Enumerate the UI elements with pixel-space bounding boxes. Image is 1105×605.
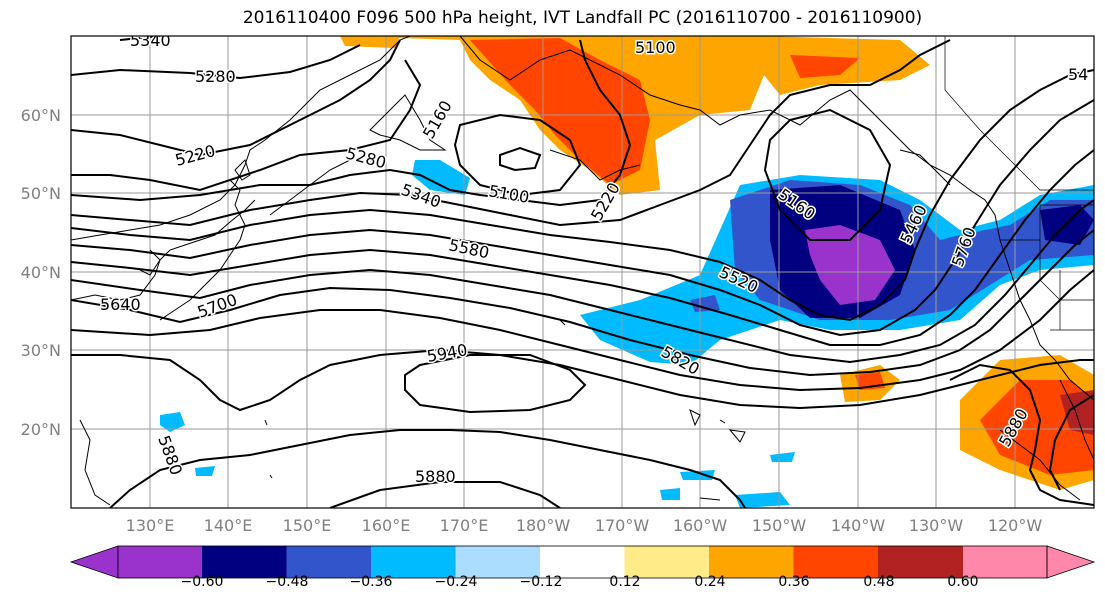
lon-label: 150°E: [283, 516, 332, 535]
lon-label: 160°W: [673, 516, 728, 535]
colorbar-tick: 0.12: [609, 574, 640, 590]
contour-label: 5100: [635, 38, 676, 57]
colorbar-segment: [540, 546, 625, 578]
colorbar-tick: −0.60: [181, 574, 224, 590]
map-title: 2016110400 F096 500 hPa height, IVT Land…: [242, 8, 923, 28]
colorbar-segment: [878, 546, 963, 578]
colorbar-segment: [371, 546, 456, 578]
colorbar-extend-low: [69, 545, 119, 579]
lat-label: 60°N: [21, 106, 61, 125]
colorbar-tick: 0.60: [947, 574, 978, 590]
colorbar-tick: −0.24: [435, 574, 478, 590]
colorbar-extend-high: [1046, 545, 1096, 579]
colorbar-frame: [117, 545, 1048, 579]
colorbar-tick: −0.12: [520, 574, 563, 590]
colorbar-segment: [202, 546, 287, 578]
colorbar: [69, 545, 1096, 579]
lon-label: 130°E: [126, 516, 175, 535]
lon-label: 140°E: [204, 516, 253, 535]
lon-label: 170°E: [440, 516, 489, 535]
colorbar-tick: 0.24: [694, 574, 725, 590]
lon-label: 160°E: [362, 516, 411, 535]
colorbar-tick-labels: −0.60 −0.48 −0.36 −0.24 −0.12 0.12 0.24 …: [181, 574, 979, 590]
lat-label: 30°N: [21, 341, 61, 360]
colorbar-segment: [455, 546, 541, 578]
colorbar-tick: −0.36: [350, 574, 393, 590]
contour-label: 5880: [415, 467, 456, 486]
colorbar-tick: 0.36: [778, 574, 809, 590]
contour-label: 5340: [130, 31, 171, 50]
islands: [264, 319, 746, 501]
colorbar-tick: 0.48: [863, 574, 894, 590]
map-frame: [70, 35, 1095, 509]
contour-label: 5280: [195, 67, 236, 86]
contour-label: 54: [1068, 65, 1088, 84]
contour-label: 5640: [100, 295, 141, 314]
lon-label: 180°W: [516, 516, 571, 535]
lat-label: 50°N: [21, 184, 61, 203]
height-contours: [71, 36, 1094, 508]
lon-label: 140°W: [831, 516, 886, 535]
lat-label: 40°N: [21, 263, 61, 282]
longitude-labels: 130°E 140°E 150°E 160°E 170°E 180°W 170°…: [126, 516, 1043, 535]
lon-label: 120°W: [988, 516, 1043, 535]
lon-label: 130°W: [909, 516, 964, 535]
colorbar-segment: [793, 546, 879, 578]
colorbar-segment: [709, 546, 794, 578]
latitude-labels: 60°N 50°N 40°N 30°N 20°N: [21, 106, 61, 439]
lon-label: 150°W: [752, 516, 807, 535]
colorbar-segment: [963, 546, 1048, 578]
colorbar-segment: [118, 546, 203, 578]
lon-label: 170°W: [595, 516, 650, 535]
ivt-negative-shading: [160, 160, 1094, 508]
colorbar-tick: −0.48: [266, 574, 309, 590]
gridlines: [71, 36, 1094, 508]
colorbar-segment: [624, 546, 710, 578]
coastlines: [71, 36, 1094, 506]
lat-label: 20°N: [21, 420, 61, 439]
colorbar-segment: [286, 546, 372, 578]
